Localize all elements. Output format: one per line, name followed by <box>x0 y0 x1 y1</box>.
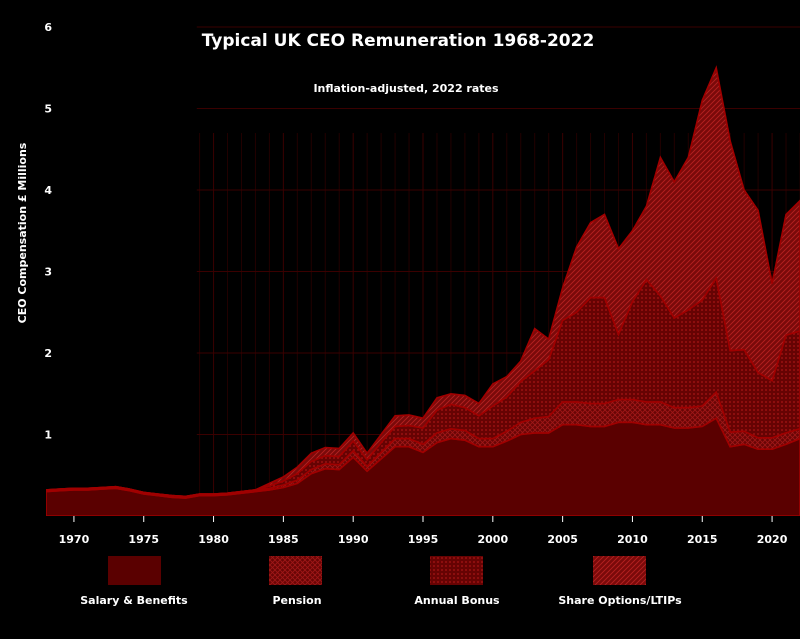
x-tick-label: 1975 <box>128 533 159 546</box>
legend: Salary & Benefits Pension Annual Bonus Shar… <box>80 556 682 607</box>
legend-swatch-salary-benefits <box>108 556 161 585</box>
legend-swatch-share-options-ltips <box>593 556 646 585</box>
legend-label-pension: Pension <box>272 594 321 607</box>
legend-swatch-annual-bonus <box>430 556 483 585</box>
y-tick-label: 6 <box>44 21 52 34</box>
area-share-options-ltips <box>46 65 800 498</box>
y-tick-label: 3 <box>44 266 52 279</box>
x-tick-label: 2005 <box>547 533 578 546</box>
x-tick-label: 2000 <box>478 533 509 546</box>
x-tick-label: 2020 <box>757 533 788 546</box>
y-axis: 1 2 3 4 5 6 <box>44 21 52 442</box>
y-tick-label: 5 <box>44 103 52 116</box>
x-axis: 1970 1975 1980 1985 1990 1995 2000 2005 2010 2015… <box>59 516 788 546</box>
legend-label-salary-benefits: Salary & Benefits <box>80 594 188 607</box>
chart-title: Typical UK CEO Remuneration 1968-2022 <box>202 31 595 51</box>
x-tick-label: 1980 <box>198 533 229 546</box>
y-tick-label: 1 <box>44 429 52 442</box>
y-tick-label: 2 <box>44 347 52 360</box>
x-tick-label: 2010 <box>617 533 648 546</box>
x-tick-label: 1985 <box>268 533 299 546</box>
x-tick-label: 2015 <box>687 533 718 546</box>
y-axis-title: CEO Compensation £ Millions <box>16 142 29 323</box>
legend-swatch-pension <box>269 556 322 585</box>
x-tick-label: 1990 <box>338 533 369 546</box>
chart-subtitle: Inflation-adjusted, 2022 rates <box>313 82 499 95</box>
y-tick-label: 4 <box>44 184 52 197</box>
legend-label-share-options-ltips: Share Options/LTIPs <box>558 594 682 607</box>
x-tick-label: 1995 <box>408 533 439 546</box>
area-series-group <box>46 65 800 516</box>
legend-label-annual-bonus: Annual Bonus <box>414 594 500 607</box>
x-tick-label: 1970 <box>59 533 90 546</box>
